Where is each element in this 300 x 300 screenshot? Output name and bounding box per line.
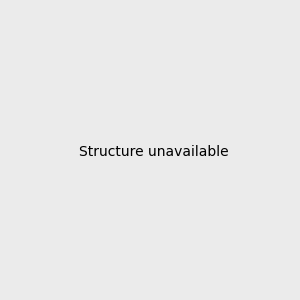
Text: Structure unavailable: Structure unavailable [79, 145, 229, 158]
